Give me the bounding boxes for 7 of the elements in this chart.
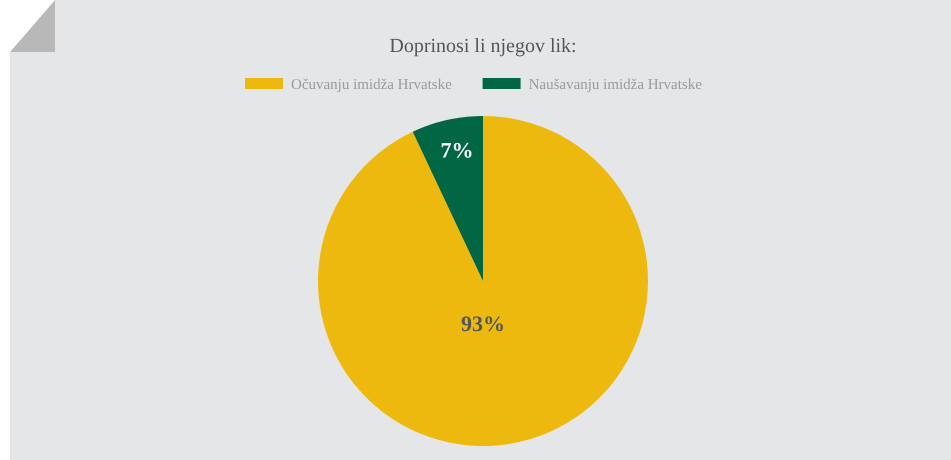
chart-title: Doprinosi li njegov lik: xyxy=(389,35,577,57)
data-label: 93% xyxy=(461,311,505,336)
pie-slice xyxy=(318,116,648,446)
pie-slice xyxy=(412,116,483,281)
legend-label: Očuvanju imidža Hrvatske xyxy=(291,77,452,93)
legend-label: Naušavanju imidža Hrvatske xyxy=(528,77,702,93)
data-label: 7% xyxy=(440,138,474,163)
